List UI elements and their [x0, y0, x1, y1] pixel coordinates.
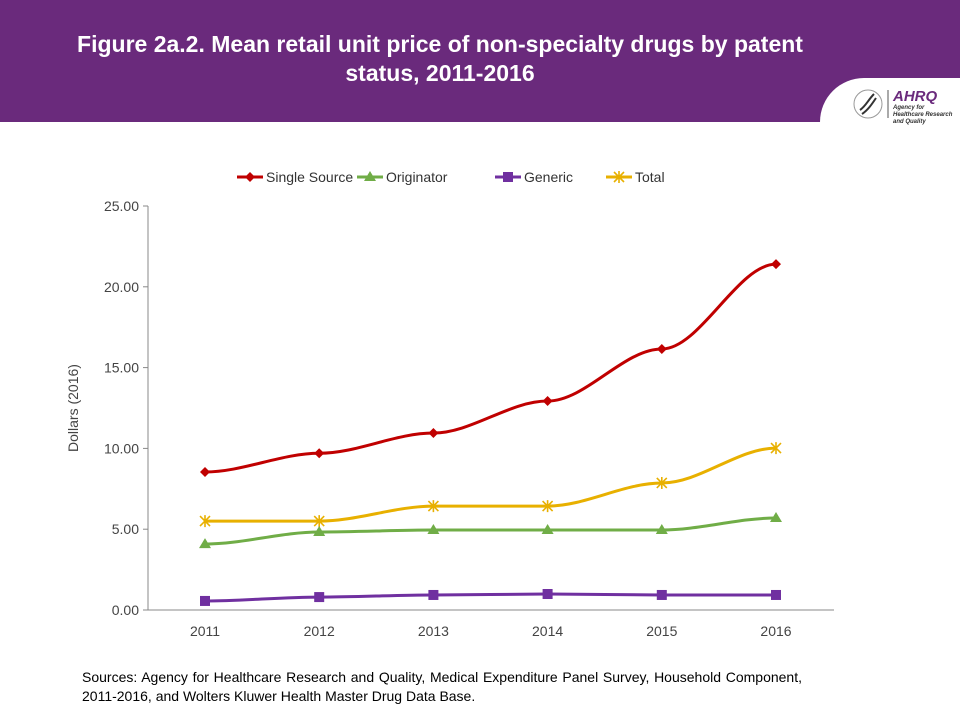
triangle-marker [427, 524, 440, 535]
y-tick-label: 20.00 [104, 279, 139, 295]
legend-label: Originator [386, 169, 448, 185]
triangle-marker [199, 538, 211, 549]
legend-label: Total [635, 169, 665, 185]
y-tick-label: 0.00 [112, 602, 139, 618]
triangle-marker [364, 171, 376, 181]
series-line [204, 262, 777, 474]
legend-item: Originator [357, 169, 448, 185]
x-tick-label: 2016 [760, 623, 791, 639]
logo-background [820, 78, 960, 122]
ahrq-logo-subtitle: Agency for Healthcare Research and Quali… [893, 105, 953, 125]
square-marker [771, 589, 781, 600]
legend-item: Single Source [237, 169, 353, 185]
y-tick-label: 5.00 [112, 521, 139, 537]
diamond-marker [200, 466, 210, 477]
triangle-marker [541, 524, 554, 535]
star-marker [770, 442, 782, 455]
star-marker [656, 476, 668, 489]
y-tick-label: 25.00 [104, 198, 139, 214]
square-marker [314, 592, 325, 603]
legend-item: Generic [495, 169, 573, 185]
x-tick-label: 2014 [532, 623, 563, 639]
legend-label: Generic [524, 169, 573, 185]
diamond-marker [428, 428, 439, 439]
diamond-marker [314, 448, 325, 459]
hhs-eagle-icon [853, 89, 889, 119]
triangle-marker [770, 512, 782, 523]
diamond-marker [542, 396, 553, 407]
square-marker [542, 589, 553, 600]
line-chart: 0.00 5.00 10.00 15.00 20.00 25.00 2011 2012 2013… [65, 169, 834, 639]
star-marker [427, 500, 439, 513]
square-marker [656, 589, 667, 600]
star-marker [199, 515, 211, 528]
series-total [199, 442, 782, 528]
x-tick-label: 2015 [646, 623, 677, 639]
y-axis-label: Dollars (2016) [65, 364, 81, 452]
x-tick-label: 2012 [304, 623, 335, 639]
star-marker [542, 500, 554, 513]
x-tick-label: 2011 [190, 623, 220, 639]
series-originator [199, 512, 782, 549]
series-line [204, 592, 776, 603]
ahrq-logo: AHRQ [893, 88, 938, 105]
series-line [204, 446, 777, 523]
y-tick-label: 15.00 [104, 360, 139, 376]
page-title: Figure 2a.2. Mean retail unit price of n… [77, 31, 803, 86]
x-tick-label: 2013 [418, 623, 449, 639]
star-marker [313, 515, 325, 528]
series-generic [200, 589, 781, 606]
series-single-source [200, 259, 781, 477]
diamond-marker [656, 344, 667, 355]
triangle-marker [655, 524, 668, 535]
square-marker [200, 595, 210, 606]
triangle-marker [313, 525, 326, 536]
square-marker [428, 589, 439, 600]
star-marker [613, 171, 625, 183]
square-marker [503, 172, 513, 182]
diamond-marker [771, 259, 781, 270]
diamond-marker [245, 172, 255, 182]
header-banner: Figure 2a.2. Mean retail unit price of n… [0, 0, 960, 122]
series-line [204, 516, 777, 546]
legend-label: Single Source [266, 169, 353, 185]
sources-note: Sources: Agency for Healthcare Research … [82, 669, 802, 704]
y-tick-label: 10.00 [104, 440, 139, 456]
legend-item: Total [606, 169, 665, 185]
